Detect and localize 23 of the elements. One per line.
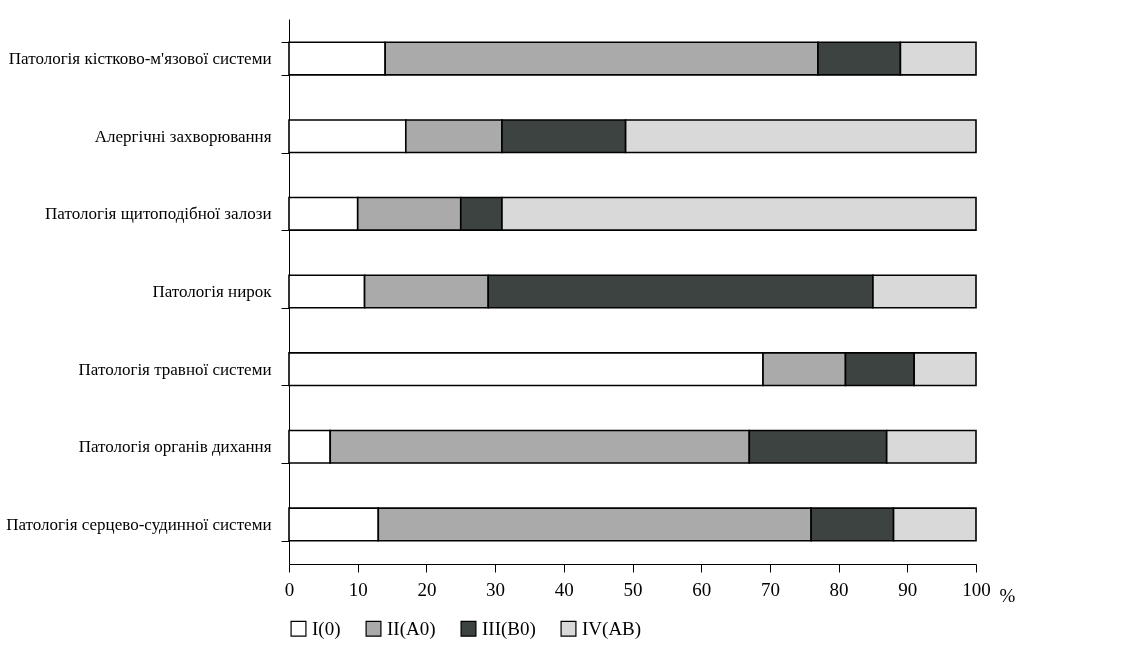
y-tick-label: Патологія нирок xyxy=(152,282,273,301)
y-tick-label: Патологія травної системи xyxy=(78,359,272,379)
x-axis-title: % xyxy=(999,584,1016,606)
x-tick-label: 20 xyxy=(417,578,437,600)
x-tick-label: 70 xyxy=(760,578,780,600)
x-tick-label: 60 xyxy=(692,578,712,600)
x-tick-label: 100 xyxy=(962,578,991,600)
x-tick-label: 0 xyxy=(284,578,295,600)
legend-label: IV(AB) xyxy=(582,617,642,640)
legend-label: I(0) xyxy=(312,617,341,640)
y-tick-label: Патологія серцево-судинної системи xyxy=(6,514,272,534)
legend-label: II(A0) xyxy=(387,617,436,640)
x-tick-label: 50 xyxy=(623,578,643,600)
x-tick-label: 80 xyxy=(829,578,849,600)
x-tick-label: 10 xyxy=(348,578,368,600)
x-tick-label: 30 xyxy=(486,578,506,600)
x-tick-label: 40 xyxy=(554,578,574,600)
x-tick-label: 90 xyxy=(898,578,918,600)
y-tick-label: Патологія кістково-м'язової системи xyxy=(8,49,272,69)
y-tick-label: Алергічні захворювання xyxy=(94,126,272,146)
y-tick-label: Патологія органів дихання xyxy=(78,437,272,457)
y-tick-label: Патологія щитоподібної залози xyxy=(45,204,272,224)
legend-label: III(B0) xyxy=(482,617,536,640)
